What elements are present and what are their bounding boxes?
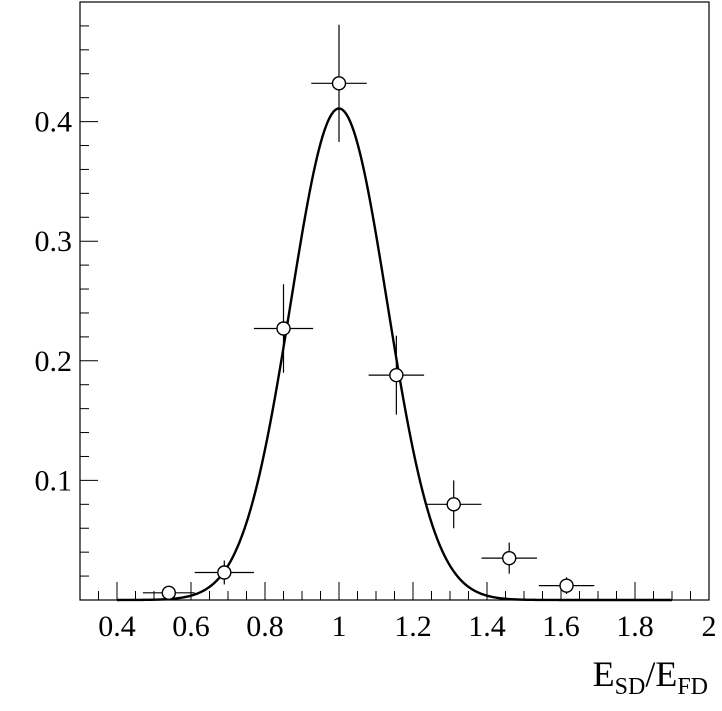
axes [79, 1, 710, 601]
point-marker [276, 321, 291, 336]
y-tick-label: 0.1 [35, 464, 73, 497]
y-tick-label: 0.4 [35, 106, 73, 139]
data-point [425, 480, 482, 529]
data-point [142, 585, 195, 601]
x-tick-label: 2 [702, 610, 717, 643]
data-point [538, 577, 595, 595]
gaussian-fit-curve [117, 107, 672, 602]
tick-labels-layer: 0.4 0.6 0.8 1 1.2 1.4 1.6 1.8 2 0.1 0.2 0.3 0.4 [35, 106, 717, 643]
x-tick-label: 1.2 [394, 610, 432, 643]
x-tick-label: 1 [332, 610, 347, 643]
point-marker [559, 578, 574, 593]
x-tick-label: 0.6 [172, 610, 210, 643]
x-tick-label: 0.4 [98, 610, 136, 643]
plot-frame [79, 1, 710, 601]
x-tick-label: 1.4 [468, 610, 506, 643]
point-marker [389, 367, 404, 383]
point-marker [502, 550, 517, 566]
data-point [194, 560, 254, 585]
data-point [253, 284, 314, 373]
data-point [311, 24, 367, 142]
data-points-layer [142, 24, 595, 601]
x-tick-label: 0.8 [246, 610, 284, 643]
point-marker [161, 585, 177, 601]
y-tick-label: 0.2 [35, 345, 73, 378]
point-marker [331, 76, 347, 91]
x-tick-label: 1.8 [616, 610, 654, 643]
data-point [481, 542, 537, 574]
y-tick-label: 0.3 [35, 225, 73, 258]
data-point [368, 335, 425, 415]
x-tick-label: 1.6 [542, 610, 580, 643]
x-axis-title: ESD/EFD [593, 654, 708, 700]
point-marker [446, 497, 461, 512]
point-marker [217, 565, 232, 580]
fit-curve-layer [117, 107, 672, 602]
